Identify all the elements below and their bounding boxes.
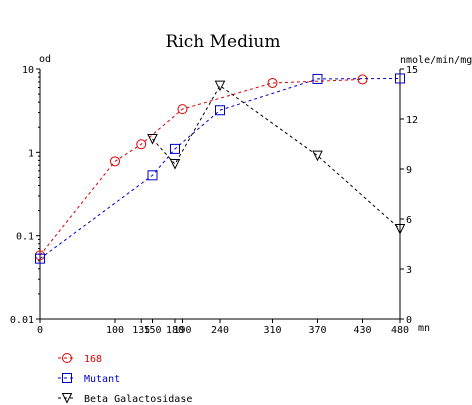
x-tick-label: 150 <box>143 325 161 336</box>
series-mutant <box>35 73 405 264</box>
series-beta-galactosidase <box>147 80 406 235</box>
series-line-mutant <box>39 77 401 260</box>
x-tick-label: 0 <box>37 325 43 336</box>
data-point-beta-galactosidase <box>214 80 226 92</box>
data-point-mutant <box>395 73 405 84</box>
left-axis-label: od <box>39 54 51 65</box>
left-tick-label: 10 <box>22 65 34 76</box>
left-tick-label: 0.01 <box>10 315 34 326</box>
data-point-168 <box>136 139 147 150</box>
series-line-168 <box>39 78 363 256</box>
right-tick-label: 15 <box>406 65 418 76</box>
x-tick-label: 370 <box>308 325 326 336</box>
x-tick-label: 480 <box>391 325 409 336</box>
legend-marker <box>61 393 73 404</box>
data-point-mutant <box>312 73 323 84</box>
data-point-beta-galactosidase <box>169 159 181 170</box>
data-point-mutant <box>147 170 158 181</box>
right-tick-label: 12 <box>406 115 418 126</box>
series-layer <box>35 73 406 264</box>
right-tick-label: 9 <box>406 165 412 176</box>
right-tick-label: 6 <box>406 215 412 226</box>
data-point-168 <box>110 156 120 167</box>
data-point-mutant <box>170 143 180 154</box>
legend-marker <box>62 353 72 363</box>
legend-label: 168 <box>84 354 102 365</box>
data-point-beta-galactosidase <box>147 134 158 145</box>
legend: 168 Mutant Beta Galactosidase <box>58 353 192 405</box>
series-168 <box>35 74 368 261</box>
x-axis-unit: mn <box>418 323 430 334</box>
series-line-beta-galactosidase <box>152 84 401 230</box>
x-tick-label: 100 <box>106 325 124 336</box>
legend-label: Beta Galactosidase <box>84 394 192 405</box>
data-point-mutant <box>35 253 45 264</box>
data-point-beta-galactosidase <box>394 224 406 235</box>
data-point-168 <box>177 104 188 115</box>
x-tick-label: 240 <box>211 325 229 336</box>
chart-title: Rich Medium <box>166 32 281 52</box>
x-tick-label: 180 <box>166 325 184 336</box>
x-tick-label: 310 <box>263 325 281 336</box>
x-tick-label: 135 <box>132 325 150 336</box>
legend-marker <box>62 373 72 383</box>
legend-item-mutant: Mutant <box>58 373 120 385</box>
legend-item-168: 168 <box>58 353 102 365</box>
right-axis-label: nmole/min/mg <box>400 55 472 66</box>
data-point-mutant <box>215 105 225 116</box>
x-tick-label: 190 <box>173 325 191 336</box>
right-tick-label: 0 <box>406 315 412 326</box>
data-point-168 <box>357 74 368 85</box>
legend-item-beta-galactosidase: Beta Galactosidase <box>58 393 192 405</box>
left-tick-label: 0.1 <box>16 232 34 243</box>
x-tick-label: 430 <box>353 325 371 336</box>
left-tick-label: 1 <box>28 148 34 159</box>
right-tick-label: 3 <box>406 265 412 276</box>
data-point-168 <box>267 77 278 88</box>
legend-label: Mutant <box>84 374 120 385</box>
data-point-beta-galactosidase <box>312 150 323 162</box>
